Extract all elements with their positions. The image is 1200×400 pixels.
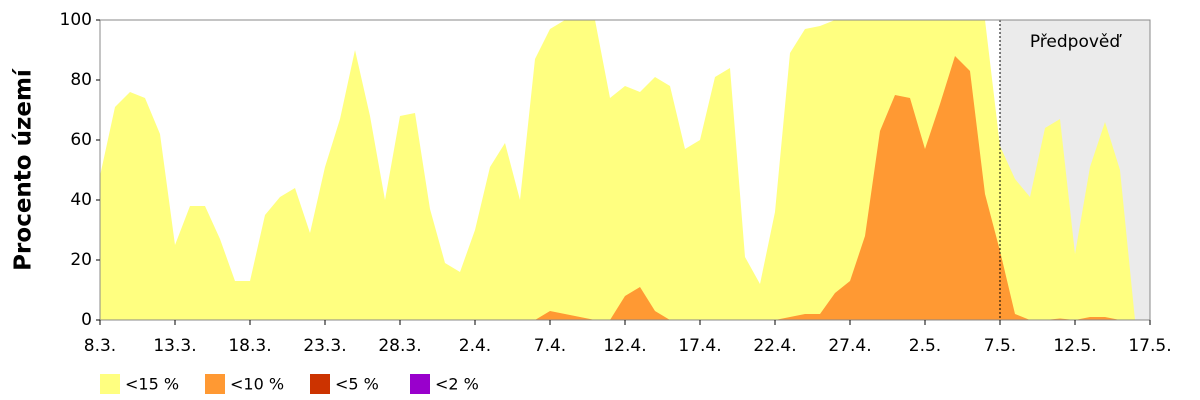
y-tick-label: 40 (70, 190, 92, 210)
y-tick-label: 100 (60, 10, 92, 30)
y-tick-label: 0 (81, 310, 92, 330)
x-tick-label: 17.5. (1128, 336, 1171, 356)
y-axis-label: Procento území (11, 68, 37, 271)
x-tick-label: 2.5. (909, 336, 941, 356)
x-tick-label: 18.3. (228, 336, 271, 356)
forecast-label: Předpověď (1030, 32, 1123, 52)
x-tick-label: 12.5. (1053, 336, 1096, 356)
legend-swatch (100, 374, 120, 394)
legend-swatch (205, 374, 225, 394)
x-tick-label: 2.4. (459, 336, 491, 356)
legend-label: <2 % (435, 375, 479, 394)
x-tick-label: 7.4. (534, 336, 566, 356)
legend-swatch (310, 374, 330, 394)
y-tick-label: 60 (70, 130, 92, 150)
x-tick-label: 8.3. (84, 336, 116, 356)
x-tick-label: 7.5. (984, 336, 1016, 356)
y-tick-label: 20 (70, 250, 92, 270)
area (100, 56, 1150, 320)
legend-label: <10 % (230, 375, 284, 394)
x-tick-label: 12.4. (603, 336, 646, 356)
x-tick-label: 22.4. (753, 336, 796, 356)
legend-label: <5 % (335, 375, 379, 394)
legend-swatch (410, 374, 430, 394)
x-tick-label: 28.3. (378, 336, 421, 356)
x-tick-label: 17.4. (678, 336, 721, 356)
x-tick-label: 13.3. (153, 336, 196, 356)
x-tick-label: 27.4. (828, 336, 871, 356)
y-tick-label: 80 (70, 70, 92, 90)
legend-label: <15 % (125, 375, 179, 394)
x-tick-label: 23.3. (303, 336, 346, 356)
